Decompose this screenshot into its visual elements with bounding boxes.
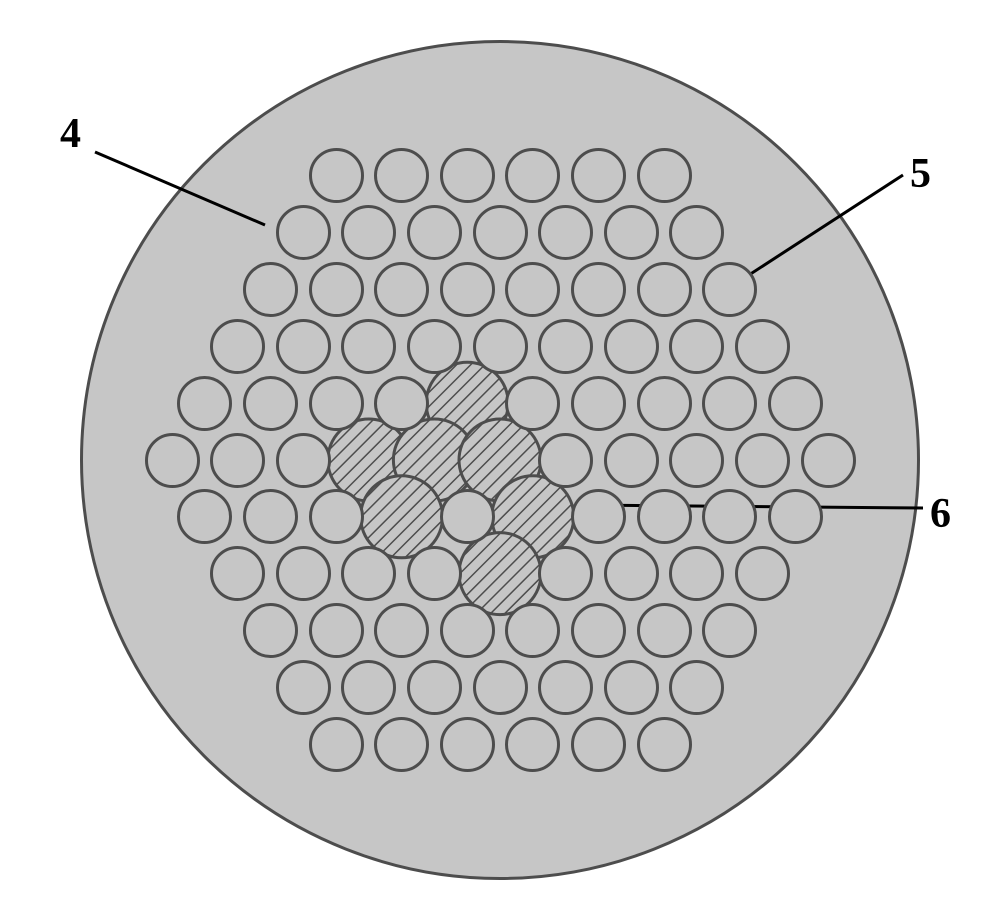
small-circle bbox=[637, 603, 692, 658]
small-circle bbox=[571, 717, 626, 772]
small-circle bbox=[702, 376, 757, 431]
small-circle bbox=[637, 489, 692, 544]
small-circle bbox=[276, 546, 331, 601]
small-circle bbox=[177, 376, 232, 431]
small-circle bbox=[669, 433, 724, 488]
small-circle bbox=[309, 376, 364, 431]
small-circle bbox=[637, 376, 692, 431]
small-circle bbox=[473, 660, 528, 715]
small-circle bbox=[276, 319, 331, 374]
small-circle bbox=[538, 660, 593, 715]
small-circle bbox=[243, 376, 298, 431]
small-circle bbox=[210, 546, 265, 601]
small-circle bbox=[309, 603, 364, 658]
small-circle bbox=[538, 546, 593, 601]
small-circle bbox=[440, 262, 495, 317]
small-circle bbox=[801, 433, 856, 488]
small-circle bbox=[309, 148, 364, 203]
label6: 6 bbox=[930, 490, 951, 538]
small-circle bbox=[407, 546, 462, 601]
small-circle bbox=[341, 660, 396, 715]
small-circle bbox=[407, 319, 462, 374]
small-circle bbox=[276, 660, 331, 715]
small-circle bbox=[407, 205, 462, 260]
small-circle bbox=[309, 262, 364, 317]
small-circle bbox=[473, 319, 528, 374]
small-circle bbox=[210, 319, 265, 374]
small-circle bbox=[637, 717, 692, 772]
small-circle bbox=[538, 205, 593, 260]
small-circle bbox=[243, 603, 298, 658]
small-circle bbox=[604, 319, 659, 374]
label4: 4 bbox=[60, 110, 81, 158]
small-circle bbox=[735, 433, 790, 488]
small-circle bbox=[768, 489, 823, 544]
small-circle bbox=[702, 603, 757, 658]
small-circle bbox=[571, 603, 626, 658]
diagram-stage: 4 5 6 bbox=[0, 0, 1000, 910]
small-circle bbox=[374, 376, 429, 431]
small-circle bbox=[374, 262, 429, 317]
small-circle bbox=[440, 717, 495, 772]
small-circle bbox=[276, 205, 331, 260]
small-circle bbox=[571, 489, 626, 544]
small-circle bbox=[768, 376, 823, 431]
small-circle bbox=[505, 262, 560, 317]
small-circle bbox=[637, 262, 692, 317]
outer-disk bbox=[80, 40, 920, 880]
small-circle bbox=[145, 433, 200, 488]
small-circle bbox=[604, 433, 659, 488]
small-circle bbox=[243, 262, 298, 317]
small-circle bbox=[637, 148, 692, 203]
small-circle bbox=[538, 319, 593, 374]
small-circle bbox=[473, 205, 528, 260]
small-circle bbox=[276, 433, 331, 488]
small-circle bbox=[571, 148, 626, 203]
small-circle bbox=[702, 262, 757, 317]
small-circle bbox=[505, 376, 560, 431]
small-circle bbox=[669, 319, 724, 374]
small-circle bbox=[210, 433, 265, 488]
small-circle bbox=[735, 546, 790, 601]
small-circle bbox=[374, 603, 429, 658]
small-circle bbox=[309, 717, 364, 772]
small-circle bbox=[309, 489, 364, 544]
small-circle bbox=[440, 489, 495, 544]
label5: 5 bbox=[910, 150, 931, 198]
small-circle bbox=[735, 319, 790, 374]
small-circle bbox=[604, 660, 659, 715]
small-circle bbox=[440, 603, 495, 658]
small-circle bbox=[505, 717, 560, 772]
small-circle bbox=[538, 433, 593, 488]
small-circle bbox=[571, 376, 626, 431]
small-circle bbox=[571, 262, 626, 317]
small-circle bbox=[440, 148, 495, 203]
small-circle bbox=[604, 205, 659, 260]
small-circle bbox=[374, 717, 429, 772]
small-circle bbox=[243, 489, 298, 544]
small-circle bbox=[505, 603, 560, 658]
small-circle bbox=[604, 546, 659, 601]
small-circle bbox=[341, 319, 396, 374]
small-circle bbox=[407, 660, 462, 715]
small-circle bbox=[669, 660, 724, 715]
